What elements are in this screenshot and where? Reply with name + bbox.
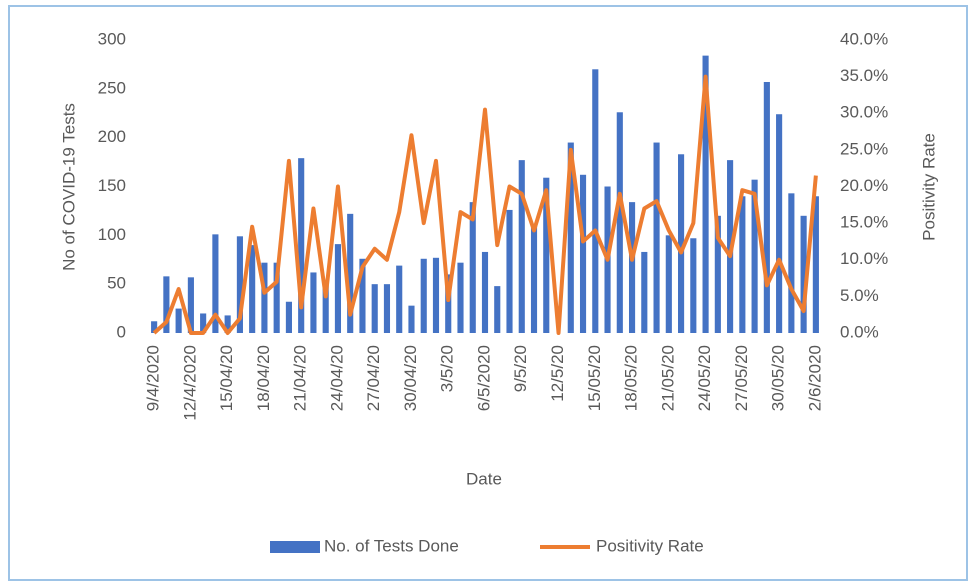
legend-label: No. of Tests Done	[324, 536, 459, 555]
x-tick-label: 21/04/20	[291, 345, 310, 411]
bar	[641, 251, 648, 333]
x-tick-label: 30/04/20	[401, 345, 420, 411]
x-tick-label: 12/5/20	[548, 345, 567, 402]
x-tick-label: 24/04/20	[327, 345, 346, 411]
bar	[751, 179, 758, 333]
bar	[518, 160, 525, 333]
x-tick-label: 18/04/20	[254, 345, 273, 411]
bar	[212, 234, 219, 333]
bar	[616, 112, 623, 333]
bar	[310, 272, 317, 333]
bar	[236, 236, 243, 333]
bar	[298, 158, 305, 333]
bar	[224, 315, 231, 333]
bar	[457, 262, 464, 333]
x-tick-label: 15/05/20	[585, 345, 604, 411]
y2-tick-label: 10.0%	[840, 249, 888, 268]
y2-tick-label: 20.0%	[840, 176, 888, 195]
bar	[739, 196, 746, 333]
x-tick-label: 3/5/20	[438, 345, 457, 392]
y-tick-label: 100	[98, 225, 126, 244]
bar	[714, 215, 721, 333]
bar	[579, 174, 587, 333]
bar	[469, 202, 476, 333]
bar	[800, 215, 807, 333]
bar	[285, 301, 292, 333]
bar	[163, 276, 170, 333]
bar	[261, 262, 268, 333]
y-tick-label: 150	[98, 176, 126, 195]
x-tick-label: 18/05/20	[622, 345, 641, 411]
bar	[408, 305, 415, 333]
bar	[396, 265, 403, 333]
bar	[494, 286, 501, 333]
bar	[347, 213, 354, 333]
y2-tick-label: 5.0%	[840, 286, 879, 305]
x-axis-title: Date	[466, 469, 502, 488]
bar	[371, 284, 378, 333]
bar	[763, 81, 770, 333]
bar	[175, 308, 182, 333]
y2-tick-label: 15.0%	[840, 213, 888, 232]
bar	[187, 277, 194, 333]
bar	[334, 244, 342, 333]
x-tick-label: 21/05/20	[658, 345, 677, 411]
y-tick-label: 300	[98, 29, 126, 48]
y-tick-label: 50	[107, 274, 126, 293]
y2-axis-title: Positivity Rate	[919, 133, 938, 241]
bar	[322, 284, 329, 333]
y-tick-label: 0	[117, 322, 126, 341]
bar	[420, 258, 427, 333]
bar	[665, 235, 672, 333]
y2-tick-label: 0.0%	[840, 322, 879, 341]
y2-tick-label: 30.0%	[840, 103, 888, 122]
y2-tick-label: 35.0%	[840, 66, 888, 85]
x-tick-label: 27/05/20	[732, 345, 751, 411]
x-tick-label: 9/5/20	[511, 345, 530, 392]
y-tick-label: 200	[98, 127, 126, 146]
x-tick-label: 15/04/20	[217, 345, 236, 411]
bar	[567, 142, 574, 333]
y2-tick-label: 25.0%	[840, 139, 888, 158]
bar	[200, 313, 207, 333]
bar	[702, 55, 709, 333]
bar	[653, 142, 660, 333]
x-tick-label: 30/05/20	[769, 345, 788, 411]
bar	[445, 274, 452, 333]
bar	[530, 225, 538, 333]
x-tick-label: 9/4/2020	[144, 345, 163, 411]
bar	[432, 257, 440, 333]
bar	[151, 321, 158, 333]
bar	[678, 154, 685, 333]
y2-tick-label: 40.0%	[840, 29, 888, 48]
bar	[249, 245, 256, 333]
x-tick-label: 27/04/20	[364, 345, 383, 411]
bar	[543, 177, 550, 333]
x-tick-label: 12/4/2020	[180, 345, 199, 421]
bar	[788, 193, 795, 333]
bar	[273, 262, 280, 333]
legend-label: Positivity Rate	[596, 536, 704, 555]
bar	[383, 284, 391, 333]
bar	[812, 196, 819, 333]
bar	[506, 209, 513, 333]
y-axis-title: No of COVID-19 Tests	[59, 103, 78, 271]
bar	[359, 258, 366, 333]
x-tick-label: 24/05/20	[695, 345, 714, 411]
bar	[628, 202, 636, 333]
x-tick-label: 2/6/2020	[805, 345, 824, 411]
bar	[481, 251, 489, 333]
bar	[776, 114, 783, 333]
bar	[690, 238, 697, 333]
y-tick-label: 250	[98, 78, 126, 97]
line	[152, 74, 818, 335]
bar	[592, 69, 599, 334]
legend-swatch	[270, 541, 320, 553]
x-tick-label: 6/5/2020	[474, 345, 493, 411]
